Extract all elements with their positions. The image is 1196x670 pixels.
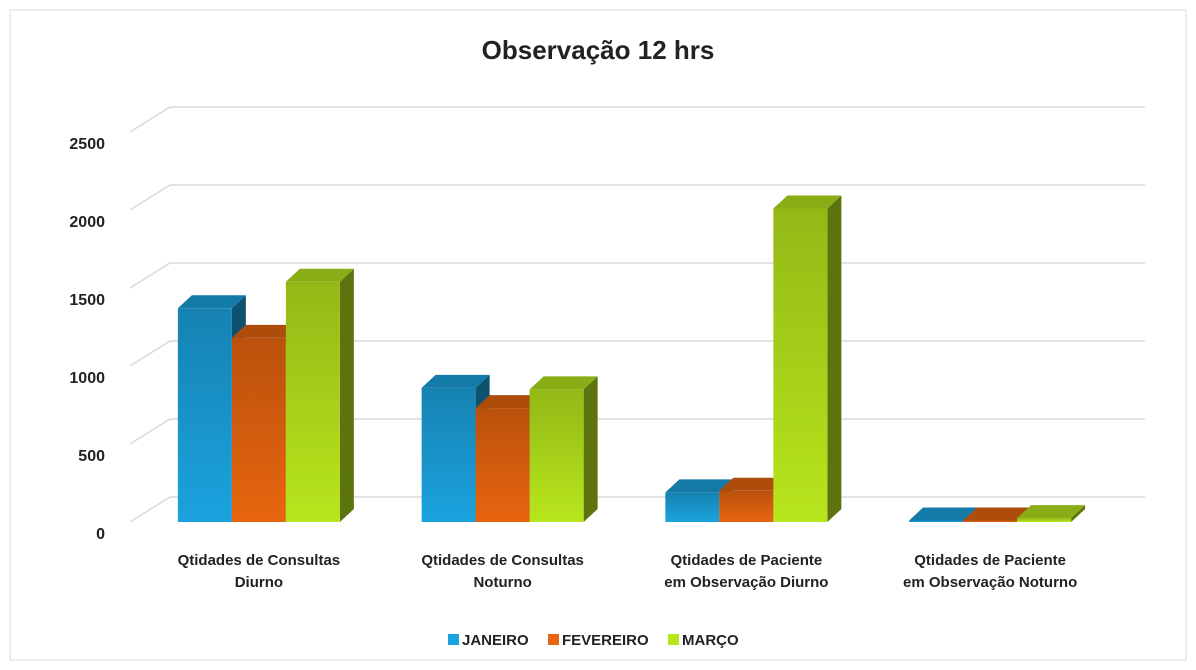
bar-front: [773, 208, 828, 522]
bar-front: [719, 490, 774, 522]
grid-line: [129, 184, 1145, 211]
legend-label: FEVEREIRO: [562, 632, 649, 649]
x-tick-label: Qtidades de Consultas Noturno: [421, 552, 584, 591]
bar-top: [773, 195, 842, 209]
bar-front: [177, 308, 232, 522]
bar: [529, 376, 598, 522]
bar-front: [231, 337, 286, 522]
bar-top: [421, 374, 490, 388]
bar: [719, 477, 788, 522]
x-tick-label: Qtidades de Consultas Diurno: [177, 552, 341, 591]
bar-front: [1017, 518, 1072, 522]
legend-label: JANEIRO: [462, 632, 529, 649]
bar-front: [285, 281, 340, 522]
y-tick-label: 2000: [69, 214, 105, 231]
bar-side: [827, 195, 842, 522]
bar-top: [529, 376, 598, 390]
bar-top: [177, 295, 246, 309]
bar-front: [421, 387, 476, 522]
bar-top: [963, 507, 1032, 521]
bar-front: [665, 492, 720, 522]
legend-swatch: [548, 634, 559, 645]
bar-top: [665, 479, 734, 493]
x-tick-label: Qtidades de Paciente em Observação Notur…: [903, 552, 1078, 591]
bar-top: [1017, 505, 1086, 519]
chart-title: Observação 12 hrs: [482, 35, 715, 65]
bar-top: [719, 477, 788, 491]
bar: [285, 268, 354, 522]
grid-line: [129, 106, 1145, 133]
y-tick-label: 1000: [69, 370, 105, 387]
bar-side: [583, 376, 598, 522]
bar-front: [475, 408, 530, 522]
y-tick-label: 1500: [69, 292, 105, 309]
bar: [1017, 505, 1086, 522]
bar: [773, 195, 842, 522]
bar-front: [909, 520, 964, 522]
bar-top: [231, 324, 300, 338]
bar-side: [1071, 505, 1086, 522]
bar-side: [339, 268, 354, 522]
legend-label: MARÇO: [682, 632, 739, 649]
legend-swatch: [668, 634, 679, 645]
bar-front: [529, 389, 584, 522]
bar-front: [963, 520, 1018, 522]
bar-top: [909, 507, 978, 521]
bar-top: [285, 268, 354, 282]
bar-top: [475, 395, 544, 409]
y-tick-label: 500: [78, 448, 105, 465]
legend-swatch: [448, 634, 459, 645]
y-tick-label: 0: [96, 526, 105, 543]
y-tick-label: 2500: [69, 136, 105, 153]
x-tick-label: Qtidades de Paciente em Observação Diurn…: [664, 552, 829, 591]
